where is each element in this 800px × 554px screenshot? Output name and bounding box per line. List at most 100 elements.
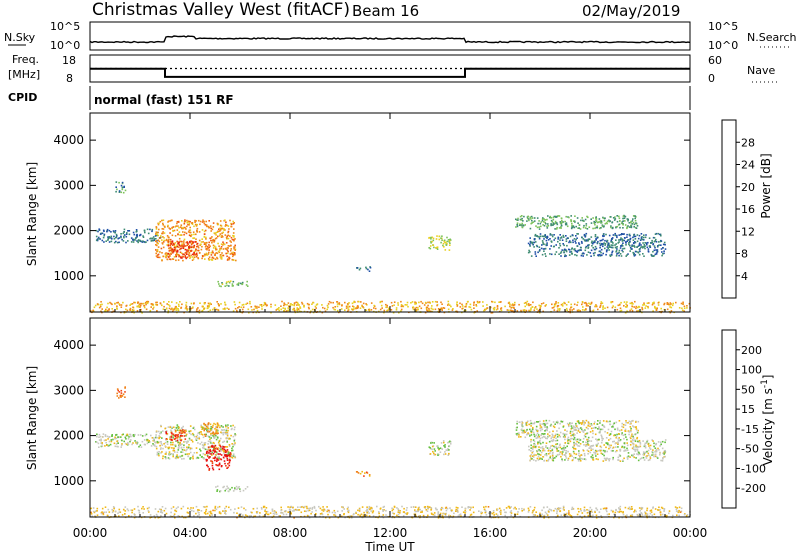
echo-cell — [584, 435, 587, 438]
velocity-echo-layer — [90, 386, 691, 519]
echo-cell — [155, 434, 157, 436]
echo-cell — [589, 252, 592, 254]
echo-cell — [626, 233, 628, 236]
echo-cell — [598, 511, 601, 513]
echo-cell — [584, 302, 586, 304]
echo-cell — [189, 508, 192, 511]
echo-cell — [112, 310, 115, 313]
echo-cell — [212, 441, 215, 444]
echo-cell — [587, 425, 589, 427]
echo-cell — [598, 426, 600, 428]
echo-cell — [624, 215, 627, 218]
echo-cell — [536, 226, 539, 229]
echo-cell — [567, 216, 569, 218]
echo-cell — [594, 235, 597, 238]
echo-cell — [561, 221, 563, 224]
echo-cell — [232, 280, 235, 283]
echo-cell — [608, 219, 610, 222]
echo-cell — [161, 259, 163, 262]
echo-cell — [559, 308, 561, 310]
echo-cell — [116, 388, 119, 390]
echo-cell — [143, 229, 146, 232]
nsky-tick-top: 10^5 — [50, 20, 80, 33]
echo-cell — [136, 441, 139, 444]
echo-cell — [226, 255, 228, 258]
echo-cell — [582, 252, 584, 254]
echo-cell — [482, 305, 484, 307]
echo-cell — [658, 449, 660, 451]
echo-cell — [227, 250, 229, 253]
echo-cell — [647, 250, 650, 252]
echo-cell — [516, 219, 518, 221]
echo-cell — [143, 241, 145, 243]
echo-cell — [169, 305, 171, 307]
echo-cell — [620, 233, 622, 236]
echo-cell — [599, 422, 601, 424]
echo-cell — [657, 302, 660, 304]
echo-cell — [469, 509, 471, 511]
echo-cell — [653, 237, 656, 239]
echo-cell — [525, 421, 527, 424]
echo-cell — [382, 514, 385, 516]
echo-cell — [146, 302, 149, 305]
echo-cell — [208, 249, 210, 251]
echo-cell — [201, 238, 203, 240]
echo-cell — [93, 306, 96, 309]
echo-cell — [129, 309, 131, 311]
echo-cell — [222, 450, 225, 452]
echo-cell — [549, 455, 552, 458]
echo-cell — [222, 510, 224, 512]
echo-cell — [649, 512, 652, 515]
echo-cell — [203, 233, 206, 235]
echo-cell — [540, 247, 543, 250]
echo-cell — [400, 300, 402, 303]
echo-cell — [551, 453, 554, 455]
echo-cell — [102, 436, 104, 438]
echo-cell — [163, 232, 166, 234]
echo-cell — [527, 215, 529, 218]
echo-cell — [562, 243, 564, 245]
echo-cell — [228, 461, 231, 464]
echo-cell — [583, 424, 585, 426]
echo-cell — [654, 453, 657, 456]
nsky-tick-bottom: 10^0 — [50, 39, 80, 52]
echo-cell — [202, 445, 205, 447]
echo-cell — [210, 426, 212, 428]
echo-cell — [564, 429, 566, 431]
echo-cell — [651, 439, 653, 441]
echo-cell — [541, 235, 544, 238]
echo-cell — [417, 507, 420, 509]
echo-cell — [106, 228, 109, 231]
echo-cell — [547, 223, 549, 225]
echo-cell — [139, 304, 142, 307]
velocity-plot-bg — [90, 318, 690, 517]
echo-cell — [639, 250, 641, 253]
echo-cell — [597, 458, 599, 461]
echo-cell — [429, 310, 432, 313]
echo-cell — [221, 447, 224, 450]
echo-cell — [623, 457, 625, 460]
echo-cell — [191, 222, 194, 224]
echo-cell — [247, 308, 250, 311]
echo-cell — [173, 447, 175, 450]
echo-cell — [602, 305, 604, 307]
echo-cell — [573, 437, 576, 439]
echo-cell — [632, 236, 634, 239]
echo-cell — [625, 421, 627, 424]
echo-cell — [538, 311, 541, 314]
echo-cell — [642, 456, 645, 459]
echo-cell — [520, 219, 523, 221]
echo-cell — [639, 239, 642, 241]
echo-cell — [116, 188, 118, 191]
echo-cell — [217, 447, 219, 449]
echo-cell — [194, 241, 197, 243]
echo-cell — [400, 308, 403, 311]
echo-cell — [176, 455, 178, 458]
echo-cell — [656, 249, 659, 251]
echo-cell — [616, 449, 618, 452]
echo-cell — [224, 451, 227, 454]
echo-cell — [213, 446, 215, 448]
echo-cell — [174, 444, 176, 446]
echo-cell — [516, 513, 519, 515]
echo-cell — [555, 302, 557, 305]
